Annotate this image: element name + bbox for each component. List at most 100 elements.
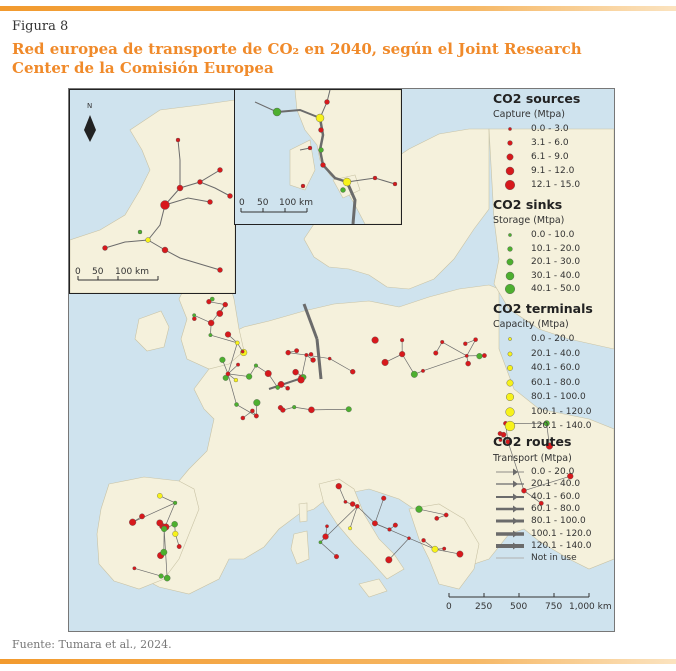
facility-marker [132,566,137,571]
inset-scandinavia-scalebar-label-2: 100 km [279,198,313,208]
route-segment [132,502,176,523]
legend-sources-label: 6.1 - 9.0 [531,152,569,162]
facility-marker [399,351,406,358]
inset-benelux-scalebar: 0 50 100 km [75,267,159,281]
route-segment [442,341,467,357]
facility-marker [443,512,449,518]
legend-sources-label: 9.1 - 12.0 [531,166,575,176]
route-segment [523,475,571,492]
facility-marker [235,340,240,346]
land-layer [96,128,614,598]
facility-marker [355,504,360,509]
legend-routes-label: 100.1 - 120.0 [531,528,592,539]
route-segment [466,339,476,357]
route-segment [288,352,307,356]
legend-terminals-symbol [505,406,515,417]
legend-terminals-symbol [507,365,513,371]
legend-sinks-symbol [507,245,513,252]
main-scalebar-label-1: 250 [475,602,492,612]
facility-marker [372,520,378,527]
route-segment [210,334,238,344]
legend-sinks-row: 20.1 - 30.0 [493,256,614,268]
facility-marker [139,513,145,520]
legend-terminals-label: 40.1 - 60.0 [531,363,581,373]
facility-marker [253,363,258,368]
facility-marker [253,399,261,407]
facility-marker [277,381,285,388]
facility-marker [240,415,246,421]
legend-terminals-label: 20.1 - 40.0 [531,348,581,359]
main-scalebar-label-3: 750 [545,602,562,612]
legend-sinks-symbol [508,233,512,237]
facility-marker [456,550,464,558]
facility-marker [433,350,439,356]
facility-marker [463,341,468,346]
route-segment [523,490,542,504]
facility-marker [431,545,439,553]
inset-benelux-canvas: N 0 50 100 km [70,90,235,293]
facility-marker [434,516,440,521]
facility-marker [192,316,197,321]
legend-routes-symbol [496,542,524,550]
facility-marker [440,340,445,345]
facility-marker [385,556,393,564]
facility-marker [392,522,398,528]
facility-marker [207,319,215,327]
main-scalebar-label-2: 500 [510,602,527,612]
legend-sinks-row: 30.1 - 40.0 [493,270,614,282]
legend-routes-label: Not in use [531,553,577,564]
facility-marker [505,439,511,445]
facility-marker [285,386,290,391]
co2-points-layer [129,296,574,582]
route-segment [236,404,257,417]
facility-marker [538,500,544,506]
facility-marker [206,299,212,305]
legend-sinks-subheading: Storage (Mtpa) [493,215,565,226]
north-arrow-icon [84,115,96,142]
legend-terminals-label: 100.1 - 120.0 [531,406,592,417]
facility-marker [161,525,168,533]
facility-marker [171,521,178,528]
legend-terminals-heading: CO2 terminals [493,301,593,316]
legend-routes-symbol [496,480,524,488]
facility-marker [264,370,272,377]
facility-marker [304,353,309,358]
legend-routes-row: 120.1 - 140.0 [493,540,614,552]
map-legend: CO2 sources Capture (Mtpa) 0.0 - 3.0 3.1 … [493,89,614,563]
route-segment [227,342,238,374]
legend-terminals-label: 80.1 - 100.0 [531,392,586,402]
legend-sources-row: 12.1 - 15.0 [493,179,614,191]
facility-marker [253,413,259,419]
facility-marker [294,348,300,354]
facility-marker [343,500,348,504]
figure-label: Figura 8 [12,19,69,34]
legend-routes-row: 60.1 - 80.0 [493,503,614,515]
facility-marker [498,438,503,442]
legend-routes-row: 40.1 - 60.0 [493,491,614,503]
facility-marker [157,493,163,499]
legend-sinks-row: 10.1 - 20.0 [493,243,614,255]
inset-scandinavia-canvas: 0 50 100 km [235,90,401,224]
figure-source: Fuente: Tumara et al., 2024. [12,638,172,651]
facility-marker [349,501,356,507]
facility-marker [192,313,197,318]
facility-marker [225,371,231,377]
route-segment [422,355,467,372]
legend-sources-label: 3.1 - 6.0 [531,138,569,148]
facility-marker [327,356,332,361]
facility-marker [234,402,239,407]
legend-routes-label: 0.0 - 20.0 [531,467,575,477]
route-segment [329,358,353,373]
route-segment [434,548,460,555]
legend-routes-symbol [496,468,524,476]
inset-scandinavia: 0 50 100 km [234,89,402,225]
route-segment [320,542,337,557]
facility-marker [381,495,387,501]
facility-marker [308,406,315,414]
legend-routes-subheading: Transport (Mtpa) [493,453,572,464]
route-segment [134,567,162,577]
inset-scandinavia-scalebar-label-1: 50 [257,198,269,208]
facility-marker [322,533,329,540]
route-segment [227,373,250,377]
legend-routes-label: 120.1 - 140.0 [531,540,592,551]
